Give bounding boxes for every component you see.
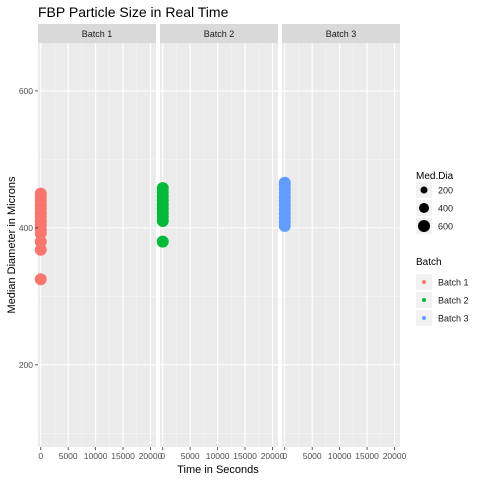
- legend: Med.Dia 200 400 600 Batch Batch 1 Batch 2 Batch…: [416, 171, 469, 326]
- facet-strip-label: Batch 2: [204, 29, 235, 39]
- x-tick-label: 15000: [355, 451, 379, 461]
- size-legend-title: Med.Dia: [416, 171, 454, 182]
- x-tick-label: 5000: [303, 451, 322, 461]
- panel-background: [160, 43, 278, 447]
- x-tick-label: 10000: [84, 451, 108, 461]
- facet-strip-label: Batch 1: [82, 29, 113, 39]
- panel-background: [282, 43, 400, 447]
- facet-strip-label: Batch 3: [326, 29, 357, 39]
- y-tick-label: 200: [19, 360, 33, 370]
- x-tick-label: 20000: [261, 451, 285, 461]
- x-tick-label: 15000: [111, 451, 135, 461]
- x-tick-label: 20000: [383, 451, 407, 461]
- size-legend-label: 200: [438, 186, 453, 196]
- facet-strip: [282, 24, 400, 43]
- color-legend-title: Batch: [416, 257, 442, 268]
- y-axis: 200 400 600: [19, 86, 38, 370]
- x-tick-label: 0: [38, 451, 43, 461]
- color-legend-label: Batch 2: [438, 296, 469, 306]
- x-tick-label: 20000: [139, 451, 163, 461]
- y-tick-label: 400: [19, 223, 33, 233]
- x-tick-label: 0: [160, 451, 165, 461]
- size-legend-symbol: [420, 186, 428, 194]
- x-tick-label: 10000: [328, 451, 352, 461]
- color-legend-label: Batch 3: [438, 314, 469, 324]
- size-legend-symbol: [419, 203, 429, 213]
- color-legend-symbol: [422, 298, 426, 302]
- x-tick-label: 5000: [181, 451, 200, 461]
- facet-1: Batch 1 0 5000 10000 15000 20000: [34, 24, 163, 461]
- panel-background: [38, 43, 156, 447]
- x-axis-label: Time in Seconds: [177, 464, 259, 476]
- data-point: [34, 273, 47, 286]
- facet-strip: [38, 24, 156, 43]
- y-axis-label: Median Diameter in Microns: [6, 176, 18, 313]
- y-tick-label: 600: [19, 86, 33, 96]
- facet-strip: [160, 24, 278, 43]
- facet-3: Batch 3 0 5000 10000 15000 20000: [278, 24, 407, 461]
- color-legend-symbol: [422, 316, 426, 320]
- color-legend-label: Batch 1: [438, 278, 469, 288]
- size-legend-label: 400: [438, 204, 453, 214]
- color-legend-symbol: [422, 280, 426, 284]
- size-legend-label: 600: [438, 222, 453, 232]
- x-tick-label: 0: [282, 451, 287, 461]
- data-point: [278, 176, 291, 189]
- data-point: [34, 187, 47, 200]
- data-point: [34, 235, 47, 248]
- x-tick-label: 15000: [233, 451, 257, 461]
- size-legend-symbol: [418, 220, 430, 232]
- x-tick-label: 10000: [206, 451, 230, 461]
- chart-title: FBP Particle Size in Real Time: [38, 4, 229, 20]
- facet-2: Batch 2 0 5000 10000 15000 20000: [156, 24, 285, 461]
- data-point: [156, 235, 169, 248]
- x-tick-label: 5000: [59, 451, 78, 461]
- data-point: [34, 243, 47, 256]
- data-point: [156, 182, 169, 195]
